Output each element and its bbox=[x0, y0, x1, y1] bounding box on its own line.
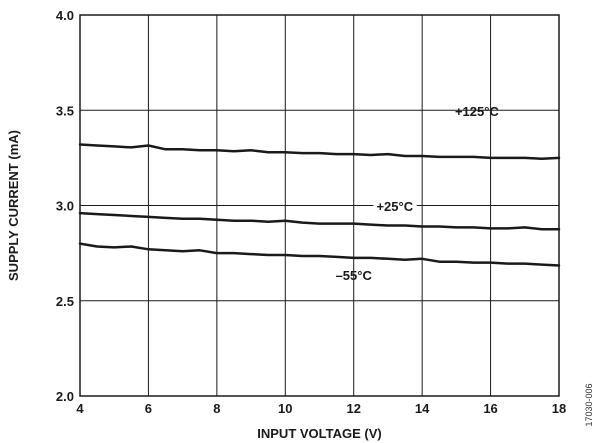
y-tick-labels: 2.0 2.5 3.0 3.5 4.0 bbox=[56, 8, 74, 404]
x-tick-label: 12 bbox=[346, 401, 360, 416]
x-axis-title: INPUT VOLTAGE (V) bbox=[257, 426, 381, 441]
x-tick-label: 8 bbox=[213, 401, 220, 416]
annotation-background bbox=[373, 198, 417, 216]
x-tick-label: 4 bbox=[76, 401, 84, 416]
x-tick-label: 16 bbox=[483, 401, 497, 416]
x-tick-label: 6 bbox=[145, 401, 152, 416]
y-tick-label: 4.0 bbox=[56, 8, 74, 23]
x-tick-label: 10 bbox=[278, 401, 292, 416]
x-tick-label: 18 bbox=[552, 401, 566, 416]
y-tick-label: 2.5 bbox=[56, 294, 74, 309]
y-tick-label: 3.0 bbox=[56, 199, 74, 214]
plot-frame bbox=[79, 14, 560, 397]
figure-id-label: 17030-006 bbox=[584, 383, 594, 426]
series-line-0 bbox=[78, 143, 561, 161]
series-annotation-0: +125°C bbox=[455, 104, 499, 119]
series-line-2 bbox=[78, 242, 561, 267]
y-tick-label: 2.0 bbox=[56, 389, 74, 404]
series-line-1 bbox=[78, 211, 561, 231]
series-lines bbox=[78, 143, 561, 267]
y-grid-lines bbox=[80, 109, 559, 302]
series-annotations: +125°C +25°C –55°C bbox=[336, 104, 500, 283]
series-annotation-2: –55°C bbox=[336, 268, 373, 283]
series-annotation-1: +25°C bbox=[376, 199, 413, 214]
x-tick-labels: 4 6 8 10 12 14 16 18 bbox=[76, 401, 566, 416]
x-tick-label: 14 bbox=[415, 401, 430, 416]
y-tick-label: 3.5 bbox=[56, 103, 74, 118]
y-axis-title: SUPPLY CURRENT (mA) bbox=[6, 130, 21, 281]
